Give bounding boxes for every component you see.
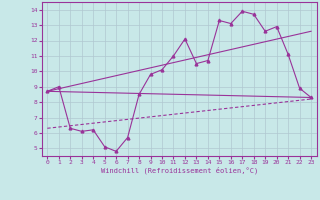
X-axis label: Windchill (Refroidissement éolien,°C): Windchill (Refroidissement éolien,°C)	[100, 167, 258, 174]
